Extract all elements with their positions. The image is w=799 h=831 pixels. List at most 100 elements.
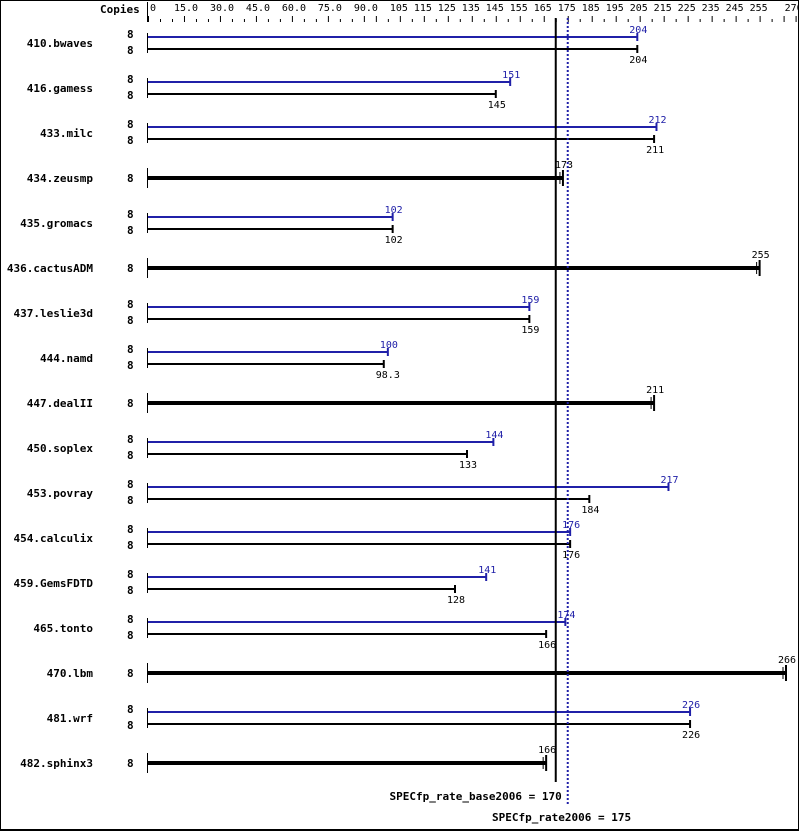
peak-copies: 8 <box>127 208 134 221</box>
benchmark-label: 416.gamess <box>27 82 93 95</box>
benchmark-label: 436.cactusADM <box>7 262 93 275</box>
base-bar <box>148 453 467 455</box>
base-bar <box>148 671 786 675</box>
base-bar <box>148 228 393 230</box>
tick-label: 145 <box>486 3 504 14</box>
base-copies: 8 <box>127 262 134 275</box>
peak-copies: 8 <box>127 478 134 491</box>
base-value-label: 266 <box>778 655 796 666</box>
tick-label: 60.0 <box>282 3 306 14</box>
base-bar <box>148 498 590 500</box>
base-copies: 8 <box>127 89 134 102</box>
peak-value-label: 151 <box>502 70 520 81</box>
tick-label: 15.0 <box>174 3 198 14</box>
base-copies: 8 <box>127 719 134 732</box>
tick-label: 135 <box>462 3 480 14</box>
base-value-label: 204 <box>629 55 647 66</box>
tick-label: 175 <box>558 3 576 14</box>
peak-bar <box>148 576 487 578</box>
base-bar <box>148 588 456 590</box>
base-value-label: 184 <box>581 505 599 516</box>
tick-label: 115 <box>414 3 432 14</box>
tick-label: 30.0 <box>210 3 234 14</box>
base-value-label: 173 <box>555 160 573 171</box>
tick-label: 245 <box>726 3 744 14</box>
peak-value-label: 144 <box>485 430 503 441</box>
base-copies: 8 <box>127 629 134 642</box>
base-value-label: 226 <box>682 730 700 741</box>
peak-bar <box>148 621 566 623</box>
benchmark-label: 481.wrf <box>47 712 93 725</box>
benchmark-label: 434.zeusmp <box>27 172 94 185</box>
peak-copies: 8 <box>127 298 134 311</box>
benchmark-label: 410.bwaves <box>27 37 93 50</box>
base-value-label: 176 <box>562 550 580 561</box>
benchmark-label: 453.povray <box>27 487 94 500</box>
base-copies: 8 <box>127 172 134 185</box>
tick-label: 225 <box>678 3 696 14</box>
benchmark-label: 437.leslie3d <box>14 307 93 320</box>
base-bar <box>148 318 530 320</box>
axis-header: Copies <box>100 3 140 16</box>
tick-label: 235 <box>702 3 720 14</box>
peak-copies: 8 <box>127 703 134 716</box>
peak-value-label: 159 <box>521 295 539 306</box>
base-copies: 8 <box>127 224 134 237</box>
base-copies: 8 <box>127 397 134 410</box>
base-value-label: 159 <box>521 325 539 336</box>
benchmark-label: 433.milc <box>40 127 93 140</box>
peak-copies: 8 <box>127 613 134 626</box>
peak-bar <box>148 216 393 218</box>
base-bar <box>148 176 563 180</box>
base-value-label: 145 <box>488 100 506 111</box>
tick-label: 255 <box>750 3 768 14</box>
base-bar <box>148 266 760 270</box>
base-bar <box>148 138 655 140</box>
base-copies: 8 <box>127 449 134 462</box>
benchmark-label: 435.gromacs <box>20 217 93 230</box>
base-value-label: 255 <box>752 250 770 261</box>
peak-summary-label: SPECfp_rate2006 = 175 <box>492 811 631 824</box>
benchmark-label: 459.GemsFDTD <box>14 577 94 590</box>
base-bar <box>148 401 655 405</box>
base-bar <box>148 93 496 95</box>
peak-bar <box>148 126 657 128</box>
peak-value-label: 204 <box>629 25 647 36</box>
peak-bar <box>148 306 530 308</box>
tick-label: 205 <box>630 3 648 14</box>
base-bar <box>148 761 547 765</box>
base-copies: 8 <box>127 494 134 507</box>
peak-value-label: 176 <box>562 520 580 531</box>
base-value-label: 211 <box>646 385 664 396</box>
benchmark-label: 465.tonto <box>33 622 93 635</box>
base-bar <box>148 723 691 725</box>
base-value-label: 211 <box>646 145 664 156</box>
base-value-label: 98.3 <box>376 370 400 381</box>
peak-value-label: 226 <box>682 700 700 711</box>
tick-label: 270 <box>785 3 799 14</box>
peak-copies: 8 <box>127 73 134 86</box>
base-value-label: 166 <box>538 640 556 651</box>
peak-bar <box>148 441 494 443</box>
base-bar <box>148 543 571 545</box>
base-copies: 8 <box>127 314 134 327</box>
base-value-label: 102 <box>385 235 403 246</box>
tick-label: 90.0 <box>354 3 378 14</box>
peak-value-label: 217 <box>660 475 678 486</box>
base-value-label: 166 <box>538 745 556 756</box>
base-copies: 8 <box>127 539 134 552</box>
peak-value-label: 212 <box>648 115 666 126</box>
base-bar <box>148 633 547 635</box>
base-value-label: 128 <box>447 595 465 606</box>
peak-bar <box>148 531 571 533</box>
tick-label: 155 <box>510 3 528 14</box>
peak-value-label: 174 <box>557 610 575 621</box>
peak-copies: 8 <box>127 433 134 446</box>
base-copies: 8 <box>127 757 134 770</box>
base-copies: 8 <box>127 44 134 57</box>
base-copies: 8 <box>127 359 134 372</box>
base-bar <box>148 363 384 365</box>
tick-label: 185 <box>582 3 600 14</box>
